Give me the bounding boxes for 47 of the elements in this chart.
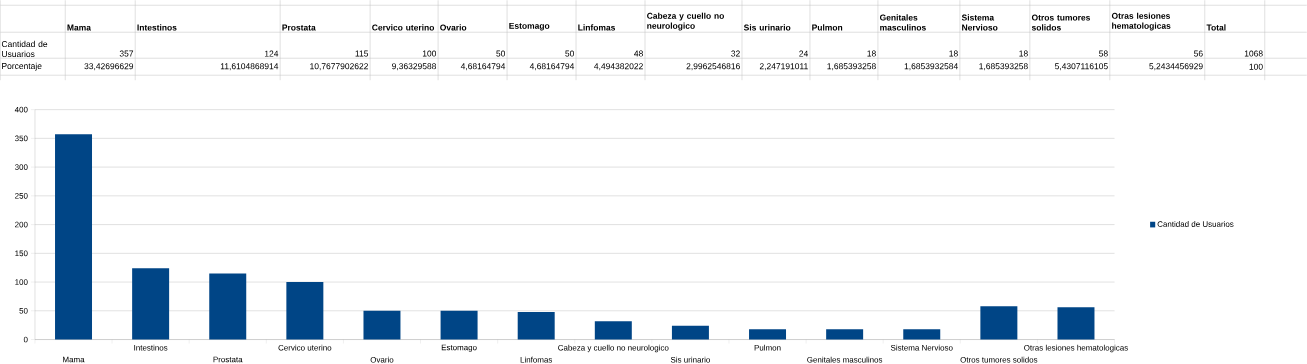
text: 56 <box>1194 50 1203 57</box>
text: 1,6853932584 <box>904 63 958 71</box>
category-label: Mama <box>67 24 91 31</box>
text: 1,685393258 <box>827 63 876 71</box>
text: 2,9962546816 <box>686 63 740 71</box>
category-label: Sistema Nervioso <box>961 14 998 31</box>
category-label: Cabeza y cuello no neurologico <box>647 12 724 31</box>
text: 4,68164794 <box>460 63 506 71</box>
text: 18 <box>867 50 876 57</box>
text: Total <box>1206 24 1226 31</box>
text: 32 <box>731 50 740 57</box>
category-label: Otras lesiones hematologicas <box>1111 12 1171 31</box>
text: 18 <box>1019 50 1028 57</box>
category-label: Intestinos <box>137 24 177 31</box>
text: 50 <box>565 50 575 57</box>
text: 5,4307116105 <box>1054 63 1108 71</box>
text: 100 <box>422 50 437 57</box>
text: 33,42696629 <box>84 63 134 71</box>
category-label: Genitales masculinos <box>879 14 926 31</box>
text: 124 <box>264 50 279 57</box>
text: 4,68164794 <box>529 63 575 71</box>
text: 357 <box>119 50 134 57</box>
text: 18 <box>949 50 958 57</box>
text: 24 <box>799 50 809 57</box>
text: 4,494382022 <box>594 63 643 71</box>
category-label: Prostata <box>282 24 316 31</box>
text: Porcentaje <box>2 62 42 71</box>
text: 9,36329588 <box>392 63 437 71</box>
category-label: Otros tumores solidos <box>1031 14 1090 31</box>
category-label: Linfomas <box>578 24 616 31</box>
text: 1,685393258 <box>979 63 1028 71</box>
category-label: Cervico uterino <box>372 24 435 31</box>
text: 10,7677902622 <box>310 63 368 71</box>
category-label: Ovario <box>440 24 467 31</box>
text: 11,6104868914 <box>220 63 279 71</box>
text: 2,247191011 <box>759 63 808 71</box>
text: Cantidad de Usuarios <box>1 41 48 58</box>
text: 5,2434456929 <box>1149 63 1203 71</box>
text: 48 <box>634 50 643 57</box>
text: 1068 <box>1244 50 1263 57</box>
text: 50 <box>496 50 506 57</box>
category-label: Estomago <box>509 23 550 31</box>
category-label: Sis urinario <box>743 24 791 31</box>
text: 58 <box>1099 50 1108 57</box>
category-label: Pulmon <box>812 24 843 31</box>
text: 115 <box>355 50 369 57</box>
text: 100 <box>1249 63 1263 70</box>
